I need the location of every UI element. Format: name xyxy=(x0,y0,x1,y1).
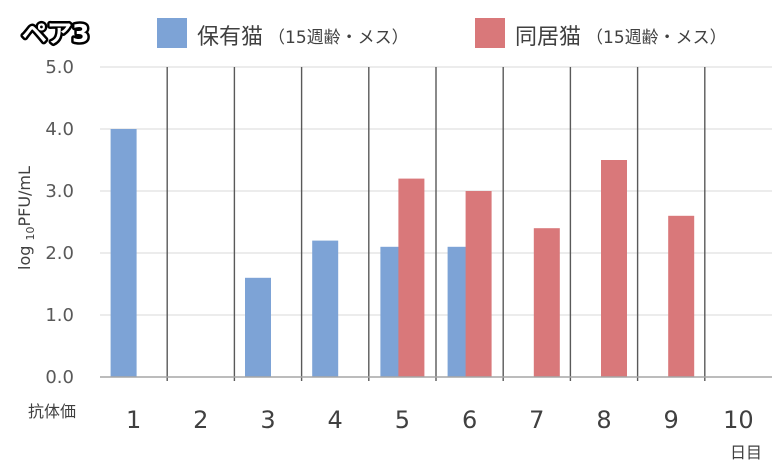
y-tick-3.0: 3.0 xyxy=(45,181,74,202)
y-axis-title-text: log xyxy=(15,246,34,270)
plot-area: 0.0 1.0 2.0 3.0 4.0 5.0 1 2 3 4 5 6 7 8 9 10 xyxy=(45,57,772,434)
x-tick-9: 9 xyxy=(664,406,679,434)
x-tick-2: 2 xyxy=(193,406,208,434)
bar-cohabitant-day-7 xyxy=(533,228,560,377)
bar-owner-day-4 xyxy=(312,240,339,377)
y-tick-5.0: 5.0 xyxy=(45,57,74,78)
x-tick-8: 8 xyxy=(596,406,611,434)
x-tick-5: 5 xyxy=(395,406,410,434)
bar-cohabitant-day-5 xyxy=(398,178,425,377)
x-axis-title: 日目 xyxy=(730,443,762,462)
x-tick-3: 3 xyxy=(260,406,275,434)
y-tick-2.0: 2.0 xyxy=(45,243,74,264)
x-tick-1: 1 xyxy=(126,406,141,434)
x-tick-10: 10 xyxy=(723,406,754,434)
legend-sub-owner: （15週齢・メス） xyxy=(268,28,409,48)
bar-cohabitant-day-8 xyxy=(601,160,627,377)
legend: 保有猫 （15週齢・メス） 同居猫 （15週齢・メス） xyxy=(157,18,727,50)
bar-owner-day-3 xyxy=(245,277,271,377)
y-tick-0.0: 0.0 xyxy=(45,367,74,388)
y-tick-1.0: 1.0 xyxy=(45,305,74,326)
bar-owner-day-1 xyxy=(110,129,137,377)
legend-label-cohabitant: 同居猫 xyxy=(515,25,581,50)
y-tick-4.0: 4.0 xyxy=(45,119,74,140)
x-row-label: 抗体価 xyxy=(28,402,76,421)
x-tick-4: 4 xyxy=(328,406,343,434)
legend-swatch-owner xyxy=(157,18,187,48)
x-tick-7: 7 xyxy=(529,406,544,434)
legend-swatch-cohabitant xyxy=(475,18,505,48)
legend-label-owner: 保有猫 xyxy=(197,25,263,50)
bar-cohabitant-day-9 xyxy=(668,215,695,377)
y-axis-title-rest: PFU/mL xyxy=(15,166,34,227)
x-tick-6: 6 xyxy=(462,406,477,434)
bar-cohabitant-day-6 xyxy=(465,191,492,377)
legend-sub-cohabitant: （15週齢・メス） xyxy=(586,28,727,48)
y-axis-title-subscript: 10 xyxy=(24,227,37,241)
y-axis-title: log 10PFU/mL xyxy=(15,166,37,270)
pair-title: ペア3 xyxy=(22,19,89,48)
